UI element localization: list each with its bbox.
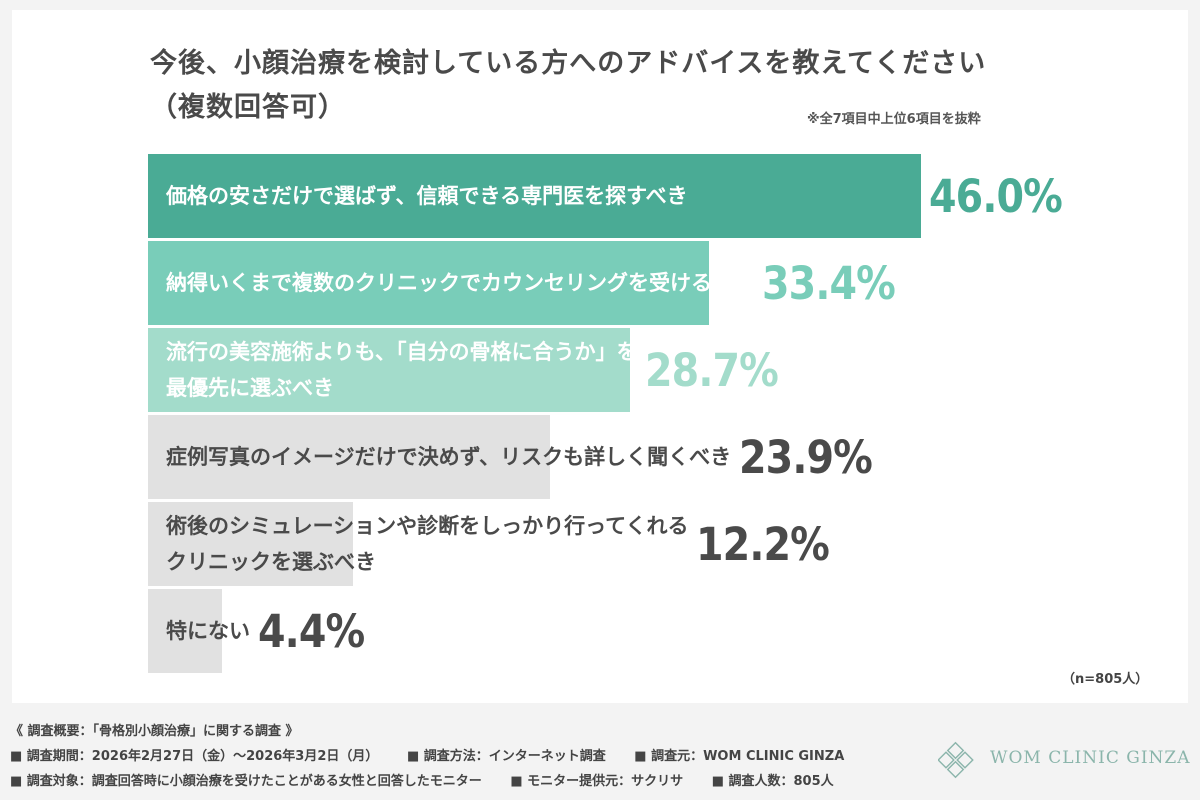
bar-label-4: 症例写真のイメージだけで決めず、リスクも詳しく聞くべき (166, 439, 731, 475)
bar-label-line: クリニックを選ぶべき (166, 550, 376, 574)
footer-survey-title: 《 調査概要：「骨格別小顔治療」に関する調査 》 (10, 724, 299, 739)
footer-line-3: ■ 調査対象：調査回答時に小顔治療を受けたことがある女性と回答したモニター ■ … (10, 770, 858, 789)
bar-2 (148, 241, 710, 325)
bar-1 (148, 154, 921, 238)
bar-value-6: 4.4% (258, 605, 365, 658)
clinic-logo-icon (938, 741, 974, 779)
bar-label-5: 術後のシミュレーションや診断をしっかり行ってくれる クリニックを選ぶべき (166, 508, 688, 580)
chart-title: 今後、小顔治療を検討している方へのアドバイスを教えてください (150, 48, 987, 79)
bar-value-3: 28.7% (645, 344, 779, 397)
footer-method: ■ 調査方法：インターネット調査 (406, 749, 606, 764)
bar-6 (148, 589, 222, 673)
bar-value-2: 33.4% (762, 257, 896, 310)
bar-3 (148, 328, 631, 412)
bar-label-line: 症例写真のイメージだけで決めず、リスクも詳しく聞くべき (166, 445, 732, 469)
bar-5 (148, 502, 353, 586)
footer-target: ■ 調査対象：調査回答時に小顔治療を受けたことがある女性と回答したモニター (10, 774, 482, 789)
clinic-logo-text: WOM CLINIC GINZA (990, 748, 1191, 768)
bar-label-6: 特にない (166, 613, 250, 649)
bar-value-1: 46.0% (928, 170, 1063, 223)
footer-count: ■ 調査人数：805人 (711, 774, 834, 789)
note-text: ※全7項目中上位6項目を抜粋 (807, 112, 981, 127)
bar-label-line: 価格の安さだけで選ばず、信頼できる専門医を探すべき (166, 184, 688, 208)
sample-size: （n=805人） (1062, 672, 1149, 687)
bar-label-line: 流行の美容施術よりも、「自分の骨格に合うか」を (166, 340, 638, 364)
bar-label-1: 価格の安さだけで選ばず、信頼できる専門医を探すべき (166, 178, 688, 214)
footer-source: ■ 調査元：WOM CLINIC GINZA (634, 749, 845, 764)
bar-label-line: 最優先に選ぶべき (166, 376, 334, 400)
bar-chart: 価格の安さだけで選ばず、信頼できる専門医を探すべき 46.0% 納得いくまで複数のク… (148, 154, 1063, 673)
bar-label-2: 納得いくまで複数のクリニックでカウンセリングを受けるべき (166, 265, 754, 301)
footer-period: ■ 調査期間：2026年2月27日（金）～2026年3月2日（月） (10, 749, 379, 764)
footer-provider: ■ モニター提供元：サクリサ (510, 774, 684, 789)
bar-label-line: 特にない (166, 619, 250, 643)
bar-value-4: 23.9% (739, 431, 873, 484)
bar-label-line: 術後のシミュレーションや診断をしっかり行ってくれる (166, 514, 689, 538)
bar-label-3: 流行の美容施術よりも、「自分の骨格に合うか」を 最優先に選ぶべき (166, 334, 637, 406)
bar-4 (148, 415, 550, 499)
bar-value-5: 12.2% (696, 518, 830, 571)
chart-subtitle: （複数回答可） (150, 92, 346, 123)
footer-line-2: ■ 調査期間：2026年2月27日（金）～2026年3月2日（月） ■ 調査方法… (10, 745, 868, 764)
bar-label-line: 納得いくまで複数のクリニックでカウンセリングを受けるべき (166, 271, 754, 295)
